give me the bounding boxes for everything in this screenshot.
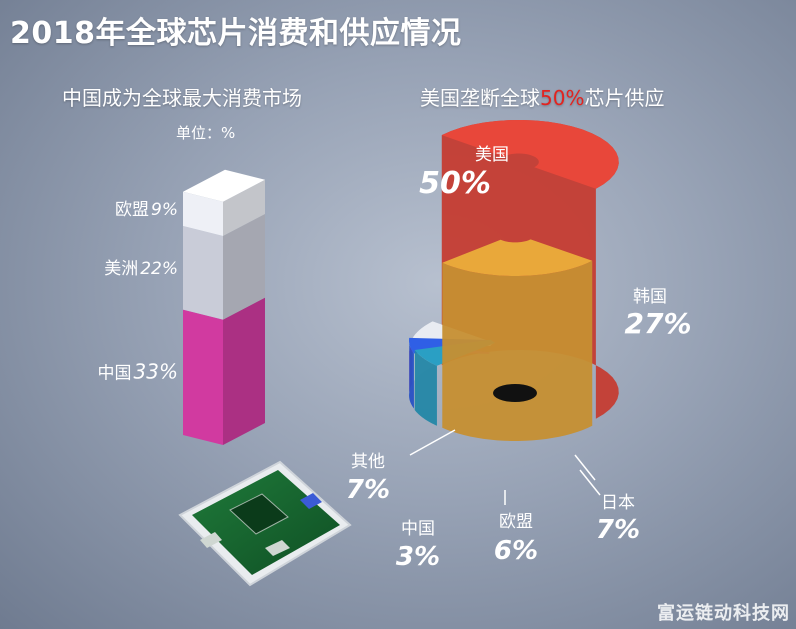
watermark: 富运链动科技网 xyxy=(657,603,790,624)
bar-label: 美洲 22% xyxy=(104,259,178,279)
bar-segment-side xyxy=(223,179,265,236)
bar-top-face xyxy=(183,169,265,202)
circuit-board-image xyxy=(178,460,352,587)
donut-slice-wall xyxy=(414,350,437,426)
page-title: 2018年全球芯片消费和供应情况 xyxy=(10,16,462,51)
consumption-bar-chart: 中国 33% 美洲 22% 欧盟 9% xyxy=(98,169,265,445)
bar-label-value: 22% xyxy=(140,259,178,279)
bar-label-name: 美洲 xyxy=(104,259,138,279)
bar-label: 欧盟 9% xyxy=(115,200,178,220)
slice-value-label: 3% xyxy=(396,542,440,572)
supply-subtitle-highlight: 50% xyxy=(540,86,585,110)
slice-value-label: 7% xyxy=(596,515,640,545)
bar-segment-front xyxy=(183,191,223,236)
bar-segment-side xyxy=(223,214,265,320)
bar-label: 中国 33% xyxy=(98,359,178,383)
unit-label: 单位：% xyxy=(176,124,236,142)
donut-slice-top xyxy=(442,239,593,276)
slice-value-label: 6% xyxy=(494,536,538,566)
supply-subtitle: 美国垄断全球50%芯片供应 xyxy=(420,82,664,111)
leader-line xyxy=(574,454,596,481)
bar-segment-front xyxy=(183,226,223,320)
donut-slice-wall xyxy=(442,260,593,441)
pcb-component xyxy=(265,540,290,556)
slice-name-label: 日本 xyxy=(601,493,635,513)
donut-slice xyxy=(442,239,593,441)
bar-label-name: 中国 xyxy=(98,363,132,383)
slice-name-label: 韩国 xyxy=(633,287,667,307)
slice-name-label: 中国 xyxy=(401,519,435,539)
slice-name-label: 欧盟 xyxy=(499,512,533,532)
leader-line xyxy=(579,469,601,496)
donut-hole xyxy=(493,384,537,402)
supply-subtitle-prefix: 美国垄断全球 xyxy=(420,86,540,110)
bar-segment-side xyxy=(223,297,265,445)
pcb-component xyxy=(200,532,222,548)
bar-label-name: 欧盟 xyxy=(115,200,149,220)
bar-label-value: 9% xyxy=(151,200,178,220)
bar-label-value: 33% xyxy=(134,359,178,383)
pcb-chip xyxy=(229,493,289,535)
supply-subtitle-suffix: 芯片供应 xyxy=(584,86,665,110)
slice-name-label: 其他 xyxy=(351,452,385,472)
donut-slice-top xyxy=(441,119,619,189)
slice-value-label: 50% xyxy=(419,166,491,201)
slice-name-label: 美国 xyxy=(475,145,509,165)
slice-value-label: 27% xyxy=(624,307,691,340)
bar-segment-front xyxy=(183,309,223,445)
leader-line xyxy=(409,429,456,456)
pcb-connector xyxy=(300,493,322,509)
donut-slice-wall xyxy=(409,337,414,409)
slice-value-label: 7% xyxy=(346,475,390,505)
consumption-subtitle: 中国成为全球最大消费市场 xyxy=(62,86,302,110)
